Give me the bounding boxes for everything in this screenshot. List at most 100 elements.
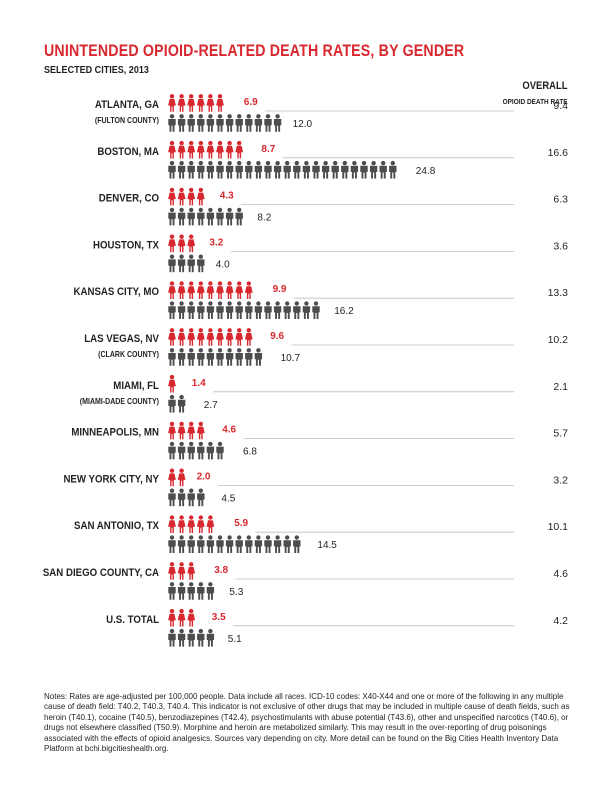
- city-label: SAN ANTONIO, TX: [74, 521, 159, 533]
- male-figure-icon: [177, 114, 186, 132]
- male-value-label: 5.1: [228, 634, 242, 645]
- male-figure-icon: [168, 441, 176, 460]
- male-figure-icon-partial: [206, 488, 211, 507]
- male-figure-icon: [216, 348, 224, 366]
- male-value-label: 8.2: [257, 213, 271, 224]
- male-figure-icon: [321, 160, 330, 179]
- female-figure-icon: [177, 328, 186, 346]
- female-figure-icon: [187, 187, 196, 206]
- female-figure-icon: [187, 515, 196, 533]
- overall-rate-label: 3.2: [553, 474, 568, 486]
- overall-rate-label: 10.1: [548, 521, 569, 533]
- male-figure-icon: [187, 301, 195, 319]
- female-figure-icon: [244, 281, 253, 299]
- male-figure-icon: [264, 114, 272, 132]
- male-figure-icon: [177, 348, 186, 366]
- male-figure-icon: [254, 301, 263, 319]
- overall-rate-label: 2.1: [553, 381, 568, 393]
- city-label: MINNEAPOLIS, MN: [71, 427, 159, 439]
- female-figure-icon-partial: [196, 608, 201, 627]
- male-figure-icon: [283, 160, 291, 179]
- female-figure-icon: [235, 281, 244, 299]
- female-figure-icon: [177, 94, 186, 112]
- overall-rate-label: 9.4: [553, 100, 568, 112]
- female-figure-icon: [168, 515, 176, 533]
- male-figure-icon: [312, 301, 320, 319]
- female-figure-icon: [168, 562, 176, 580]
- female-figure-icon: [168, 140, 176, 159]
- male-figure-icon: [187, 628, 195, 647]
- overall-rate-label: 6.3: [553, 194, 568, 206]
- female-figure-icon: [187, 328, 196, 346]
- male-figure-icon: [177, 628, 186, 647]
- female-figure-icon: [177, 515, 186, 533]
- male-figure-icon: [168, 160, 176, 179]
- male-figure-icon: [245, 348, 253, 366]
- male-figure-icon: [197, 301, 205, 319]
- city-label: DENVER, CO: [99, 193, 159, 205]
- female-figure-icon: [206, 140, 215, 159]
- male-figure-icon: [245, 535, 253, 553]
- city-sublabel: (FULTON COUNTY): [95, 116, 160, 126]
- female-figure-icon: [177, 562, 186, 580]
- female-figure-icon-partial: [254, 281, 262, 299]
- chart-subtitle: SELECTED CITIES, 2013: [44, 64, 149, 76]
- male-value-label: 12.0: [293, 119, 313, 130]
- male-figure-icon: [264, 301, 272, 319]
- female-figure-icon: [168, 94, 176, 112]
- female-figure-icon: [196, 515, 205, 533]
- female-figure-icon-partial: [244, 140, 251, 159]
- male-figure-icon: [206, 535, 215, 553]
- male-figure-icon: [197, 582, 205, 600]
- male-figure-icon: [197, 628, 205, 647]
- female-value-label: 9.9: [273, 284, 287, 295]
- male-figure-icon: [168, 582, 176, 600]
- male-figure-icon: [187, 160, 195, 179]
- male-figure-icon: [197, 441, 205, 460]
- female-figure-icon: [168, 421, 176, 440]
- female-figure-icon: [187, 281, 196, 299]
- male-figure-icon: [206, 160, 215, 179]
- male-figure-icon: [168, 114, 176, 132]
- male-figure-icon: [197, 535, 205, 553]
- overall-rate-label: 10.2: [548, 334, 569, 346]
- female-figure-icon: [196, 94, 205, 112]
- female-figure-icon: [244, 328, 253, 346]
- female-figure-icon: [177, 421, 186, 440]
- male-value-label: 2.7: [204, 400, 218, 411]
- female-figure-icon: [196, 140, 205, 159]
- male-figure-icon: [206, 114, 215, 132]
- male-figure-icon: [235, 207, 243, 226]
- male-figure-icon: [225, 535, 234, 553]
- male-figure-icon: [187, 254, 195, 273]
- male-figure-icon: [168, 488, 176, 507]
- female-value-label: 8.7: [261, 144, 275, 155]
- female-figure-icon-partial: [177, 374, 181, 393]
- female-figure-icon: [168, 374, 176, 393]
- female-figure-icon: [168, 328, 176, 346]
- male-figure-icon: [302, 301, 311, 319]
- overall-rate-label: 4.2: [553, 615, 568, 627]
- male-figure-icon: [225, 207, 234, 226]
- female-figure-icon-partial: [206, 421, 212, 440]
- male-figure-icon: [235, 301, 243, 319]
- female-figure-icon-partial: [254, 328, 260, 346]
- male-figure-icon: [225, 301, 234, 319]
- male-figure-icon: [197, 254, 205, 273]
- male-figure-icon-partial: [216, 628, 217, 647]
- male-figure-icon: [264, 535, 272, 553]
- male-figure-icon: [235, 114, 243, 132]
- male-figure-icon: [177, 394, 186, 413]
- city-label: BOSTON, MA: [97, 146, 159, 158]
- female-figure-icon: [177, 468, 186, 487]
- male-figure-icon: [177, 254, 186, 273]
- female-value-label: 4.3: [220, 191, 234, 202]
- city-label: ATLANTA, GA: [95, 100, 160, 112]
- overall-rate-label: 16.6: [548, 147, 569, 159]
- female-figure-icon: [177, 187, 186, 206]
- male-figure-icon: [216, 160, 224, 179]
- male-value-label: 4.0: [216, 259, 230, 270]
- male-figure-icon: [254, 348, 263, 366]
- male-figure-icon-partial: [245, 207, 247, 226]
- female-figure-icon: [177, 281, 186, 299]
